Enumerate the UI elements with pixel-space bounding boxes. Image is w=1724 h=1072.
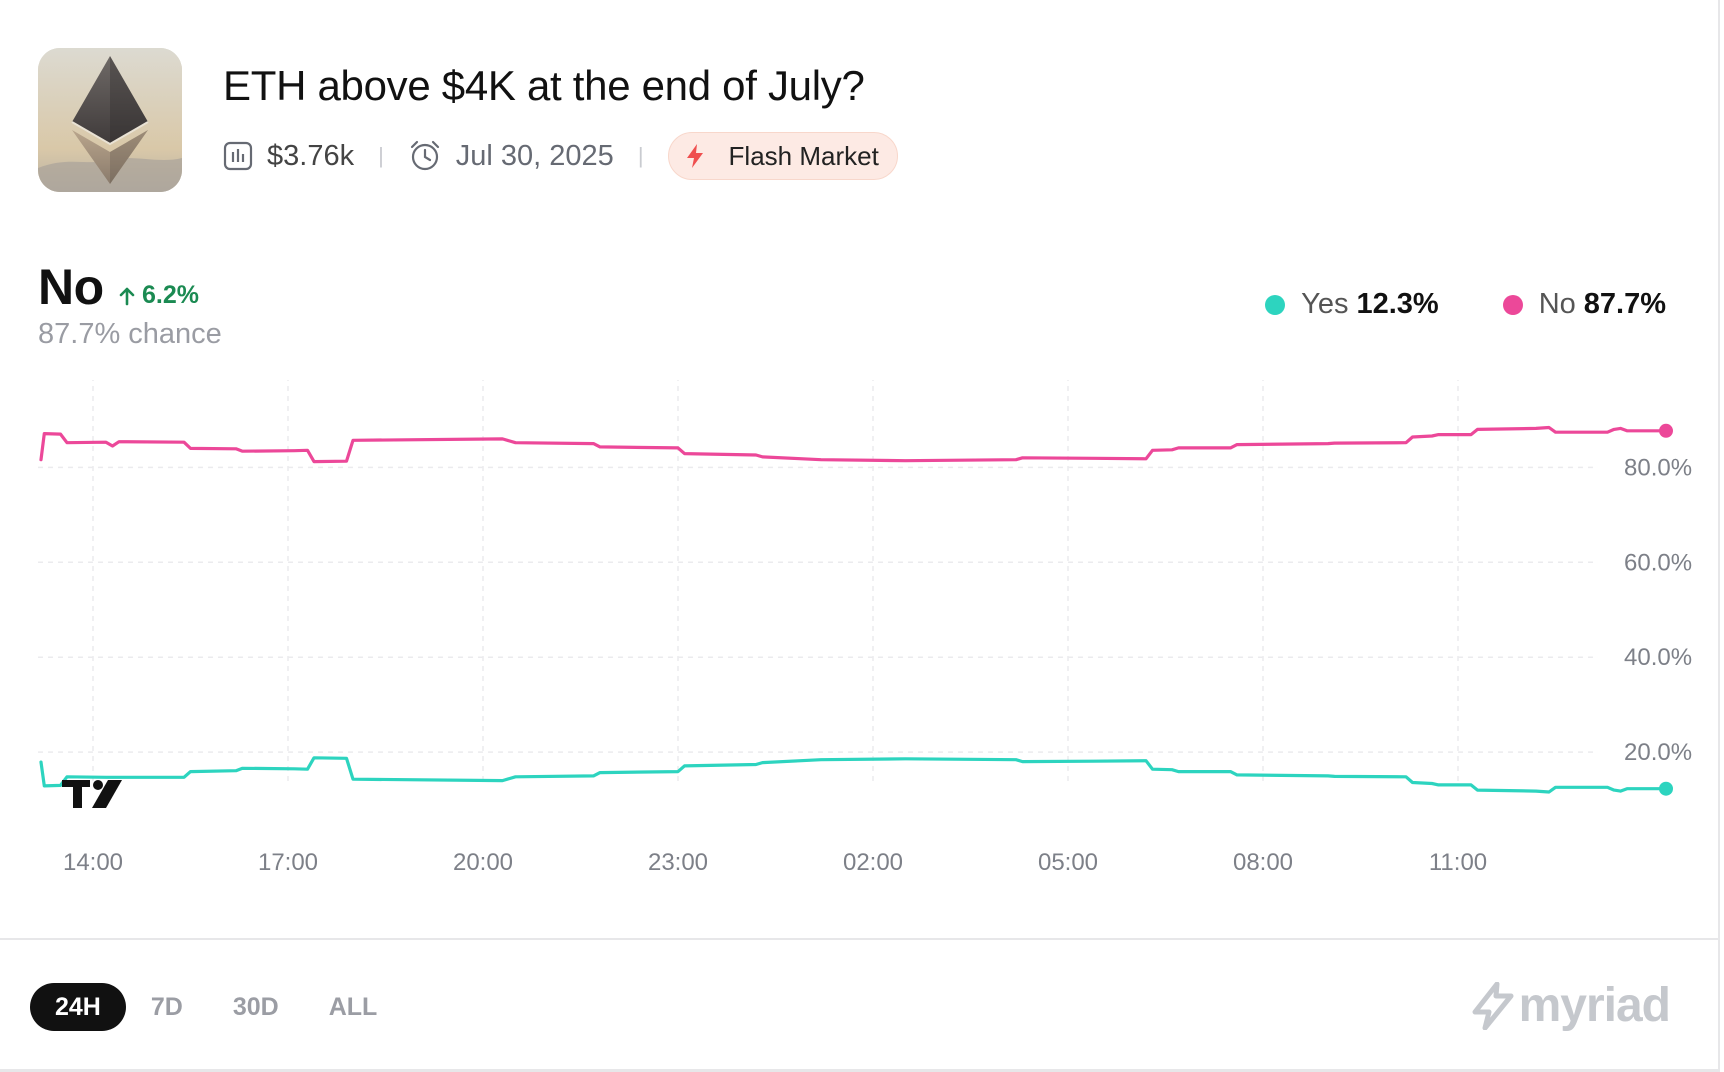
- selected-outcome: No: [38, 259, 104, 315]
- tradingview-logo: [62, 780, 122, 808]
- legend-yes-label: Yes: [1301, 288, 1349, 320]
- legend-no-dot: [1502, 294, 1523, 315]
- range-30d[interactable]: 30D: [232, 993, 279, 1021]
- series-line-yes: [39, 756, 1668, 794]
- alarm-clock-icon: [410, 140, 439, 171]
- end-date: Jul 30, 2025: [455, 139, 614, 172]
- arrow-up-icon: [119, 287, 135, 305]
- legend-no[interactable]: No 87.7%: [1502, 288, 1666, 321]
- meta-separator: |: [378, 143, 384, 168]
- legend-yes-dot: [1265, 294, 1286, 315]
- outcome-change: 6.2%: [118, 281, 199, 310]
- bottom-border: [0, 1069, 1720, 1072]
- legend-yes[interactable]: Yes 12.3%: [1265, 288, 1439, 321]
- series-end-marker-no: [1659, 423, 1673, 438]
- range-7d[interactable]: 7D: [150, 993, 183, 1021]
- y-axis: 20.0% 40.0% 60.0% 80.0%: [1624, 454, 1692, 766]
- ethereum-icon: [38, 48, 182, 192]
- market-meta: $3.76k | Jul 30, 2025 | Flash Market: [223, 132, 898, 180]
- brand-name: myriad: [1518, 979, 1671, 1032]
- time-range-selector: 24H 7D 30D ALL: [30, 983, 402, 1031]
- chart-series: [39, 423, 1673, 796]
- price-chart[interactable]: 20.0% 40.0% 60.0% 80.0% 14:00 17:00 20:00 23:0…: [0, 380, 1720, 890]
- x-tick-label: 20:00: [453, 849, 513, 876]
- series-end-marker-yes: [1659, 781, 1673, 796]
- y-tick-label: 20.0%: [1624, 739, 1692, 766]
- x-tick-label: 14:00: [63, 849, 123, 876]
- x-tick-label: 23:00: [648, 849, 708, 876]
- flash-market-badge: Flash Market: [667, 132, 898, 180]
- chart-grid: [38, 380, 1598, 786]
- x-tick-label: 02:00: [843, 849, 903, 876]
- legend-no-label: No: [1538, 288, 1576, 320]
- meta-separator: |: [637, 143, 644, 168]
- x-axis: 14:00 17:00 20:00 23:00 02:00 05:00 08:00 11:00: [63, 849, 1487, 876]
- x-tick-label: 08:00: [1233, 849, 1293, 876]
- y-tick-label: 60.0%: [1624, 549, 1692, 576]
- myriad-logo: myriad: [1471, 978, 1671, 1033]
- x-tick-label: 05:00: [1038, 849, 1098, 876]
- x-tick-label: 11:00: [1429, 849, 1487, 876]
- lightning-icon: [686, 144, 703, 168]
- myriad-mark-icon: [1472, 981, 1514, 1030]
- series-line-no: [39, 425, 1668, 464]
- change-value: 6.2%: [142, 281, 199, 309]
- legend-yes-value: 12.3%: [1356, 288, 1439, 320]
- volume-value: $3.76k: [267, 139, 355, 172]
- footer-divider: [0, 938, 1720, 940]
- badge-label: Flash Market: [728, 140, 879, 171]
- legend-no-value: 87.7%: [1583, 288, 1666, 320]
- range-24h[interactable]: 24H: [30, 983, 126, 1031]
- outcome-chance: 87.7% chance: [38, 318, 222, 350]
- y-tick-label: 80.0%: [1624, 454, 1692, 481]
- volume-icon: [223, 141, 253, 171]
- y-tick-label: 40.0%: [1624, 644, 1692, 671]
- market-title: ETH above $4K at the end of July?: [223, 62, 865, 109]
- chart-legend: Yes 12.3% No 87.7%: [1265, 288, 1666, 321]
- x-tick-label: 17:00: [258, 849, 318, 876]
- range-all[interactable]: ALL: [328, 993, 378, 1021]
